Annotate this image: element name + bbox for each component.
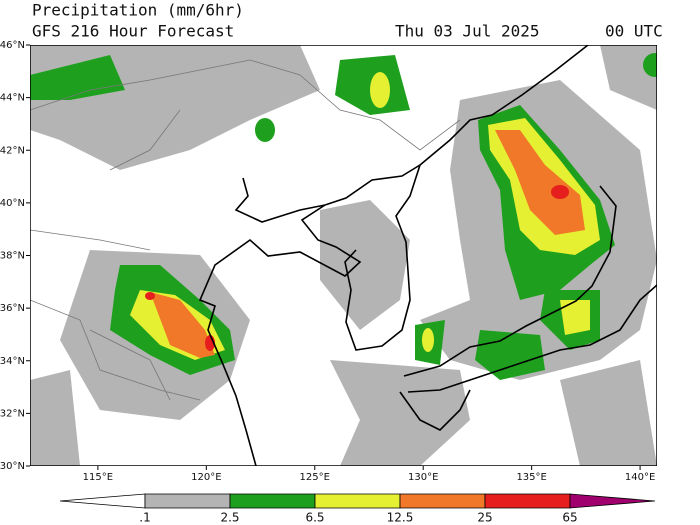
lat-label: 32°N: [0, 408, 25, 419]
lat-label: 46°N: [0, 40, 25, 51]
lon-label: 125°E: [300, 472, 330, 483]
lon-label: 135°E: [516, 472, 546, 483]
colorbar-segment: [569, 493, 656, 509]
lat-label: 30°N: [0, 461, 25, 472]
colorbar-segment: [229, 493, 316, 509]
lat-label: 36°N: [0, 303, 25, 314]
title: Precipitation (mm/6hr): [32, 1, 244, 20]
colorbar-segment: [144, 493, 231, 509]
colorbar-label: 65: [562, 511, 577, 525]
colorbar-label: 12.5: [387, 511, 414, 525]
lat-label: 34°N: [0, 356, 25, 367]
colorbar-segment: [59, 493, 146, 509]
lon-label: 140°E: [625, 472, 655, 483]
time: 00 UTC: [605, 22, 663, 41]
colorbar-label: 6.5: [305, 511, 324, 525]
lon-label: 120°E: [191, 472, 221, 483]
colorbar-segment: [314, 493, 401, 509]
lat-label: 38°N: [0, 251, 25, 262]
lat-label: 40°N: [0, 198, 25, 209]
date: Thu 03 Jul 2025: [395, 22, 540, 41]
precip-very-heavy: [150, 130, 585, 358]
colorbar-label: 2.5: [220, 511, 239, 525]
colorbar-label: .1: [139, 511, 150, 525]
colorbar-segment: [484, 493, 571, 509]
colorbar-label: 25: [477, 511, 492, 525]
map: [30, 45, 657, 466]
lon-label: 115°E: [83, 472, 113, 483]
lat-label: 44°N: [0, 93, 25, 104]
coastline: [198, 45, 657, 466]
subtitle: GFS 216 Hour Forecast: [32, 22, 234, 41]
borders: [30, 59, 461, 401]
colorbar-segment: [399, 493, 486, 509]
lat-label: 42°N: [0, 145, 25, 156]
lon-label: 130°E: [408, 472, 438, 483]
